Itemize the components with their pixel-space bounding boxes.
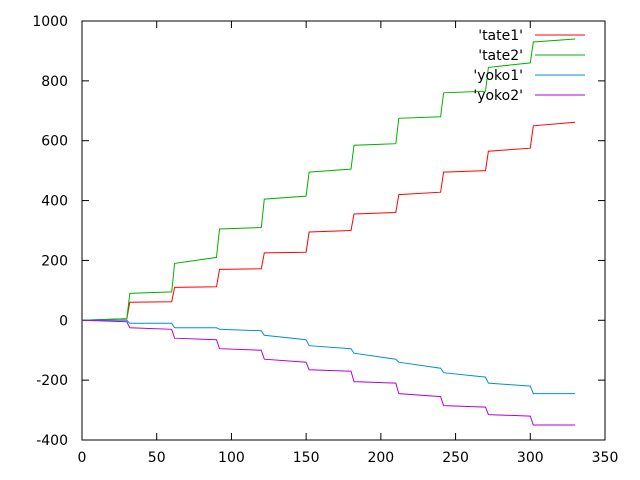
x-tick-label: 350 [592,450,619,466]
x-tick-label: 250 [442,450,469,466]
x-tick-label: 300 [517,450,544,466]
legend-label: 'tate2' [478,48,523,64]
y-tick-label: 1000 [32,14,68,30]
series-line-yoko2 [81,319,576,426]
x-tick-label: 0 [78,450,87,466]
y-tick-label: 0 [59,313,68,329]
x-tick-label: 100 [218,450,245,466]
x-tick-label: 50 [148,450,166,466]
legend-label: 'tate1' [478,28,523,44]
y-tick-label: -400 [36,433,68,449]
y-tick-label: 800 [41,74,68,90]
series-line-yoko1 [82,319,576,395]
x-tick-label: 200 [367,450,394,466]
legend: 'tate1' 'tate2' 'yoko1' 'yoko2' [473,28,585,104]
axes: 0 50 100 150 200 250 300 350 -400 -200 0 200 400 600 8… [32,14,618,466]
x-tick-label: 150 [293,450,320,466]
legend-label: 'yoko2' [473,88,523,104]
y-tick-label: -200 [36,373,68,389]
y-tick-label: 600 [41,134,68,150]
y-tick-label: 400 [41,194,68,210]
y-tick-label: 200 [41,253,68,269]
series-line-tate1 [81,121,576,321]
series-line-tate2 [81,38,576,321]
legend-label: 'yoko1' [473,68,523,84]
plot-frame [81,20,606,441]
series-lines [81,38,576,426]
